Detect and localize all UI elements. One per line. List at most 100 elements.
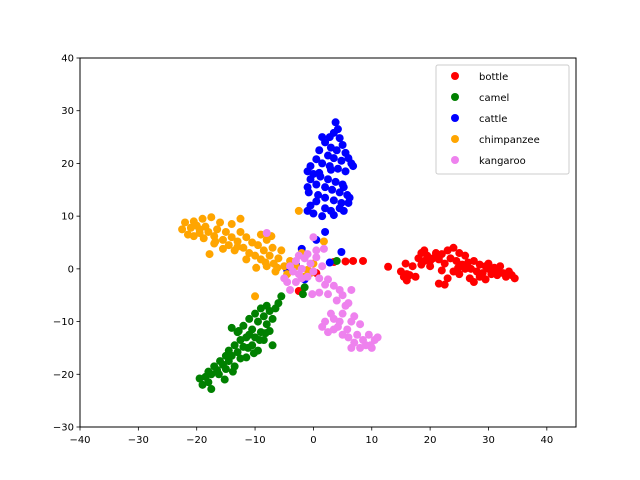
data-point-camel	[253, 317, 262, 326]
data-point-kangaroo	[356, 320, 365, 329]
data-point-bottle	[469, 256, 478, 265]
data-point-camel	[227, 351, 236, 360]
data-point-kangaroo	[324, 275, 332, 284]
data-point-kangaroo	[332, 296, 341, 305]
data-point-camel	[245, 314, 254, 323]
data-point-cattle	[304, 188, 313, 197]
data-point-cattle	[345, 193, 354, 202]
legend-marker-kangaroo	[451, 156, 459, 164]
legend: bottle camel cattle chimpanzee kangaroo	[435, 64, 570, 175]
data-point-camel	[228, 367, 237, 376]
data-point-cattle	[312, 197, 321, 206]
data-point-kangaroo	[329, 281, 338, 290]
data-point-camel	[244, 343, 253, 352]
data-point-chimpanzee	[224, 241, 233, 250]
data-point-kangaroo	[344, 299, 353, 308]
data-point-chimpanzee	[198, 214, 207, 223]
legend-marker-bottle	[451, 72, 459, 80]
data-point-chimpanzee	[251, 292, 260, 301]
data-point-camel	[239, 321, 248, 330]
data-point-camel	[233, 348, 242, 357]
data-point-chimpanzee	[273, 263, 282, 272]
data-point-cattle	[329, 211, 338, 220]
data-point-cattle	[312, 155, 321, 164]
data-point-cattle	[326, 165, 335, 174]
data-point-bottle	[408, 262, 417, 271]
data-point-bottle	[401, 259, 410, 268]
data-point-chimpanzee	[319, 237, 328, 246]
data-point-chimpanzee	[216, 218, 225, 227]
data-point-cattle	[338, 140, 347, 149]
data-point-camel	[262, 320, 271, 329]
data-point-chimpanzee	[259, 246, 268, 255]
data-point-chimpanzee	[265, 251, 274, 260]
data-point-camel	[242, 353, 251, 362]
data-point-cattle	[329, 154, 338, 163]
data-point-kangaroo	[315, 288, 324, 297]
data-point-kangaroo	[297, 264, 306, 273]
data-point-kangaroo	[347, 285, 356, 294]
y-tick-label: −20	[53, 370, 74, 381]
data-point-cattle	[306, 175, 315, 184]
data-point-camel	[298, 290, 307, 299]
data-point-cattle	[339, 183, 348, 192]
data-point-bottle	[437, 266, 446, 275]
data-point-cattle	[329, 196, 338, 205]
data-point-cattle	[341, 167, 350, 176]
data-point-cattle	[318, 212, 327, 221]
x-tick-label: 40	[540, 435, 553, 446]
data-point-chimpanzee	[227, 233, 236, 242]
data-point-cattle	[332, 146, 341, 155]
data-point-cattle	[331, 177, 340, 186]
x-tick-label: −40	[69, 435, 90, 446]
data-point-cattle	[309, 209, 318, 218]
data-point-cattle	[325, 133, 334, 142]
data-point-kangaroo	[366, 341, 375, 350]
series-chimpanzee	[178, 206, 328, 301]
data-point-chimpanzee	[218, 244, 227, 253]
data-point-cattle	[335, 134, 344, 143]
data-point-camel	[300, 283, 309, 292]
data-point-bottle	[461, 251, 470, 260]
data-point-cattle	[349, 162, 358, 171]
data-point-kangaroo	[308, 290, 317, 299]
data-point-kangaroo	[303, 250, 312, 259]
data-point-kangaroo	[373, 333, 382, 342]
x-tick-label: −20	[186, 435, 207, 446]
data-point-bottle	[359, 256, 368, 265]
x-axis: −40 −30 −20 −10 0 10 20 30 40	[69, 427, 553, 446]
series-cattle	[283, 118, 358, 284]
data-point-kangaroo	[338, 309, 347, 318]
data-point-kangaroo	[318, 322, 327, 331]
data-point-chimpanzee	[261, 258, 270, 267]
data-point-camel	[274, 299, 283, 308]
x-tick-label: −10	[245, 435, 266, 446]
data-point-kangaroo	[324, 290, 332, 299]
data-point-chimpanzee	[211, 237, 220, 246]
data-point-chimpanzee	[227, 220, 236, 229]
data-point-cattle	[331, 118, 340, 127]
data-point-cattle	[321, 183, 330, 192]
data-point-bottle	[440, 280, 449, 289]
data-point-camel	[221, 365, 230, 374]
data-point-chimpanzee	[277, 246, 286, 255]
data-point-camel	[227, 323, 236, 332]
data-point-bottle	[440, 259, 449, 268]
legend-marker-camel	[451, 93, 459, 101]
legend-label-camel: camel	[479, 93, 509, 104]
data-point-chimpanzee	[199, 234, 208, 243]
data-point-kangaroo	[294, 251, 303, 260]
x-tick-label: 20	[424, 435, 437, 446]
data-point-bottle	[443, 274, 452, 283]
plot-frame	[79, 57, 577, 428]
data-point-bottle	[454, 263, 463, 272]
data-point-kangaroo	[306, 259, 315, 268]
data-point-kangaroo	[291, 278, 300, 287]
data-point-kangaroo	[286, 285, 295, 294]
data-point-chimpanzee	[242, 255, 251, 264]
data-point-chimpanzee	[218, 235, 227, 244]
data-point-camel	[204, 367, 213, 376]
legend-marker-chimpanzee	[451, 135, 459, 143]
y-tick-label: −30	[53, 423, 74, 434]
data-point-chimpanzee	[274, 254, 283, 263]
